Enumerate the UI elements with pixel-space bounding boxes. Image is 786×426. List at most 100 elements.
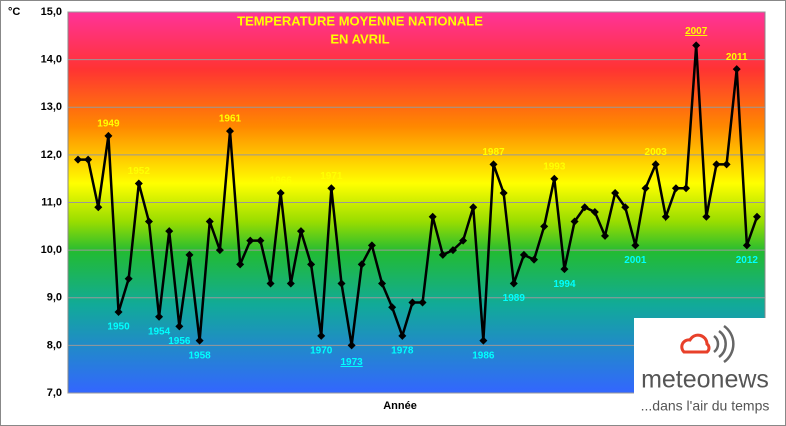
data-point (134, 179, 143, 188)
data-point (712, 160, 721, 169)
y-tick-label: 10,0 (41, 244, 62, 256)
data-point (317, 331, 326, 340)
data-point (742, 241, 751, 250)
data-point (560, 265, 569, 274)
data-point (671, 184, 680, 193)
data-point (114, 308, 123, 317)
y-tick-label: 9,0 (47, 292, 62, 304)
annotation: 1949 (97, 118, 120, 129)
y-axis-label: °C (8, 6, 20, 18)
data-point (469, 203, 478, 212)
data-point (74, 155, 82, 164)
logo-cloud (680, 333, 711, 354)
data-point (519, 250, 528, 259)
data-point (347, 341, 356, 350)
y-tick-label: 14,0 (41, 54, 62, 66)
annotation: 1961 (219, 114, 242, 125)
annotation: 2003 (645, 147, 668, 158)
x-axis-label: Année (383, 400, 417, 412)
data-point (84, 155, 93, 164)
data-point (266, 279, 275, 288)
data-point (276, 188, 285, 197)
data-point (296, 227, 305, 236)
data-point (256, 236, 265, 245)
data-point (459, 236, 468, 245)
annotation: 1993 (543, 161, 566, 172)
data-point (540, 222, 549, 231)
data-point (550, 174, 559, 183)
annotation: 1973 (341, 357, 364, 368)
data-point (205, 217, 214, 226)
annotation: 1971 (320, 171, 343, 182)
data-point (448, 246, 457, 255)
data-point (367, 241, 376, 250)
y-tick-label: 11,0 (41, 196, 62, 208)
data-point (611, 188, 620, 197)
data-point (286, 279, 295, 288)
data-point (226, 127, 235, 136)
data-point (398, 331, 407, 340)
annotation: 1952 (128, 166, 151, 177)
annotation: 2012 (736, 255, 759, 266)
data-point (357, 260, 366, 269)
annotation: 1987 (482, 147, 505, 158)
data-point (732, 65, 741, 74)
chart-subtitle: EN AVRIL (330, 31, 389, 46)
chart-title: TEMPERATURE MOYENNE NATIONALE (237, 13, 483, 28)
annotation: 1970 (310, 345, 333, 356)
data-point (195, 336, 204, 345)
data-point (428, 212, 437, 221)
annotation: 1978 (391, 345, 414, 356)
data-point (144, 217, 153, 226)
data-point (408, 298, 417, 307)
data-point (479, 336, 488, 345)
data-point (104, 131, 113, 140)
data-point (489, 160, 498, 169)
data-point (94, 203, 103, 212)
annotation: 1958 (188, 350, 211, 361)
annotation: 1954 (148, 326, 171, 337)
annotation: 2007 (685, 26, 708, 37)
annotation: 2011 (726, 52, 748, 63)
annotation: 1956 (168, 336, 191, 347)
data-point (388, 303, 397, 312)
y-tick-label: 7,0 (47, 387, 62, 399)
data-point (702, 212, 711, 221)
annotation: 1989 (503, 293, 526, 304)
data-point (530, 255, 539, 264)
data-point (337, 279, 346, 288)
data-point (155, 312, 164, 321)
data-point (580, 203, 589, 212)
data-point (165, 227, 174, 236)
y-tick-label: 15,0 (41, 6, 62, 18)
annotation: 1986 (472, 350, 495, 361)
data-point (692, 41, 701, 50)
logo-tagline: ...dans l'air du temps (641, 398, 770, 414)
data-point (246, 236, 255, 245)
annotation: 1966 (270, 176, 293, 187)
y-tick-label: 12,0 (41, 149, 62, 161)
data-point (307, 260, 316, 269)
logo-box (634, 318, 775, 420)
data-point (621, 203, 630, 212)
data-point (236, 260, 245, 269)
data-point (418, 298, 427, 307)
annotation: 1994 (553, 279, 576, 290)
data-point (378, 279, 387, 288)
data-point (641, 184, 650, 193)
data-point (722, 160, 731, 169)
data-point (590, 208, 599, 217)
data-point (499, 188, 508, 197)
y-tick-label: 8,0 (47, 339, 62, 351)
annotation: 1950 (107, 322, 130, 333)
data-point (753, 212, 761, 221)
data-point (185, 250, 194, 259)
data-point (651, 160, 660, 169)
logo-name: meteonews (641, 366, 769, 394)
data-point (600, 231, 609, 240)
data-point (175, 322, 184, 331)
data-point (631, 241, 640, 250)
logo: meteonews ...dans l'air du temps (634, 318, 775, 420)
data-point (682, 184, 691, 193)
